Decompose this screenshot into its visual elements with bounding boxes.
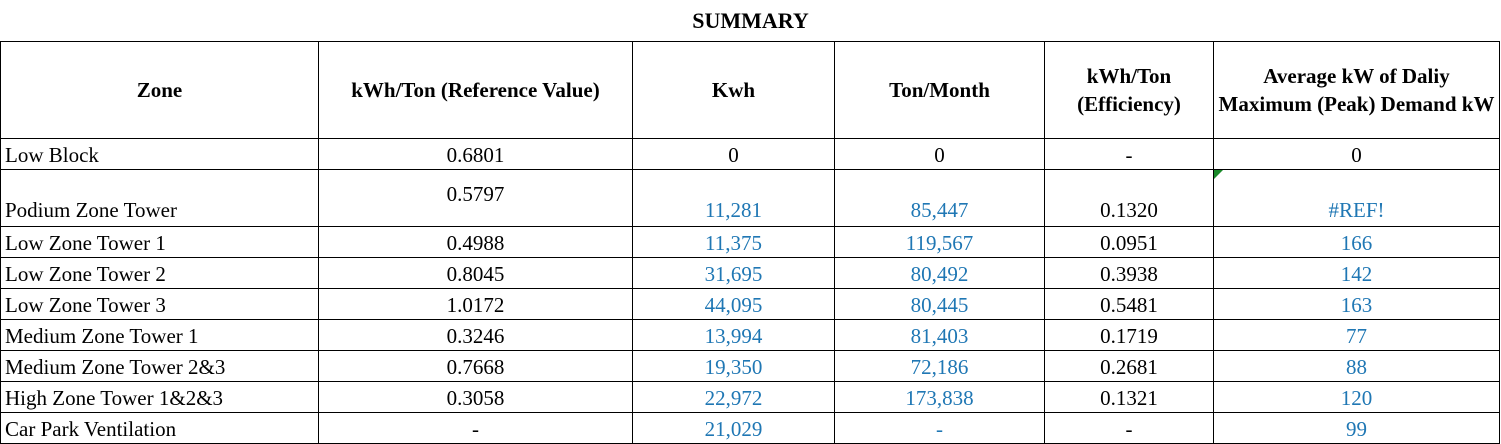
zone-cell[interactable]: Low Block — [0, 138, 319, 170]
table-row: High Zone Tower 1&2&3 0.3058 22,972 173,… — [0, 381, 1500, 413]
efficiency-cell[interactable]: - — [1044, 412, 1214, 444]
reference-value-cell[interactable]: 0.7668 — [318, 350, 633, 382]
zone-cell[interactable]: Podium Zone Tower — [0, 169, 319, 227]
zone-cell[interactable]: Medium Zone Tower 1 — [0, 319, 319, 351]
reference-value-cell[interactable]: 0.3246 — [318, 319, 633, 351]
summary-table: Zone kWh/Ton (Reference Value) Kwh Ton/M… — [0, 41, 1500, 444]
header-efficiency[interactable]: kWh/Ton (Efficiency) — [1044, 41, 1214, 139]
efficiency-cell[interactable]: 0.1320 — [1044, 169, 1214, 227]
efficiency-cell[interactable]: 0.1719 — [1044, 319, 1214, 351]
kwh-cell[interactable]: 11,281 — [632, 169, 835, 227]
ton-month-cell[interactable]: 80,492 — [834, 257, 1045, 289]
kwh-cell[interactable]: 19,350 — [632, 350, 835, 382]
header-ton-month[interactable]: Ton/Month — [834, 41, 1045, 139]
zone-cell[interactable]: High Zone Tower 1&2&3 — [0, 381, 319, 413]
reference-value-cell[interactable]: 1.0172 — [318, 288, 633, 320]
header-zone[interactable]: Zone — [0, 41, 319, 139]
ton-month-cell[interactable]: 72,186 — [834, 350, 1045, 382]
table-row: Low Zone Tower 1 0.4988 11,375 119,567 0… — [0, 226, 1500, 258]
ton-month-cell[interactable]: 81,403 — [834, 319, 1045, 351]
average-peak-cell[interactable]: 99 — [1213, 412, 1500, 444]
header-reference-value[interactable]: kWh/Ton (Reference Value) — [318, 41, 633, 139]
comment-marker-icon — [1214, 170, 1223, 179]
table-row: Podium Zone Tower 0.5797 11,281 85,447 0… — [0, 169, 1500, 227]
average-peak-cell[interactable]: 0 — [1213, 138, 1500, 170]
zone-cell[interactable]: Low Zone Tower 2 — [0, 257, 319, 289]
kwh-cell[interactable]: 13,994 — [632, 319, 835, 351]
efficiency-cell[interactable]: 0.1321 — [1044, 381, 1214, 413]
kwh-cell[interactable]: 44,095 — [632, 288, 835, 320]
reference-value-cell[interactable]: 0.6801 — [318, 138, 633, 170]
kwh-cell[interactable]: 21,029 — [632, 412, 835, 444]
zone-cell[interactable]: Low Zone Tower 1 — [0, 226, 319, 258]
efficiency-cell[interactable]: 0.3938 — [1044, 257, 1214, 289]
average-peak-value: #REF! — [1328, 198, 1385, 222]
header-average-peak-demand[interactable]: Average kW of Daliy Maximum (Peak) Deman… — [1213, 41, 1500, 139]
kwh-cell[interactable]: 11,375 — [632, 226, 835, 258]
reference-value-cell[interactable]: - — [318, 412, 633, 444]
efficiency-cell[interactable]: 0.2681 — [1044, 350, 1214, 382]
ton-month-cell[interactable]: 0 — [834, 138, 1045, 170]
summary-title: SUMMARY — [692, 8, 809, 33]
reference-value-cell[interactable]: 0.5797 — [318, 169, 633, 227]
ton-month-cell[interactable]: 80,445 — [834, 288, 1045, 320]
kwh-cell[interactable]: 31,695 — [632, 257, 835, 289]
efficiency-cell[interactable]: - — [1044, 138, 1214, 170]
zone-cell[interactable]: Low Zone Tower 3 — [0, 288, 319, 320]
table-row: Low Block 0.6801 0 0 - 0 — [0, 138, 1500, 170]
reference-value-cell[interactable]: 0.4988 — [318, 226, 633, 258]
ton-month-cell[interactable]: 119,567 — [834, 226, 1045, 258]
average-peak-cell[interactable]: 88 — [1213, 350, 1500, 382]
ton-month-cell[interactable]: 85,447 — [834, 169, 1045, 227]
average-peak-cell[interactable]: 120 — [1213, 381, 1500, 413]
header-row: Zone kWh/Ton (Reference Value) Kwh Ton/M… — [0, 41, 1500, 139]
kwh-cell[interactable]: 22,972 — [632, 381, 835, 413]
table-row: Medium Zone Tower 1 0.3246 13,994 81,403… — [0, 319, 1500, 351]
average-peak-cell[interactable]: #REF! — [1213, 169, 1500, 227]
reference-value-cell[interactable]: 0.3058 — [318, 381, 633, 413]
ton-month-cell[interactable]: 173,838 — [834, 381, 1045, 413]
ton-month-cell[interactable]: - — [834, 412, 1045, 444]
average-peak-cell[interactable]: 77 — [1213, 319, 1500, 351]
zone-cell[interactable]: Car Park Ventilation — [0, 412, 319, 444]
zone-cell[interactable]: Medium Zone Tower 2&3 — [0, 350, 319, 382]
kwh-cell[interactable]: 0 — [632, 138, 835, 170]
header-kwh[interactable]: Kwh — [632, 41, 835, 139]
table-row: Low Zone Tower 3 1.0172 44,095 80,445 0.… — [0, 288, 1500, 320]
average-peak-cell[interactable]: 163 — [1213, 288, 1500, 320]
average-peak-cell[interactable]: 142 — [1213, 257, 1500, 289]
average-peak-cell[interactable]: 166 — [1213, 226, 1500, 258]
efficiency-cell[interactable]: 0.0951 — [1044, 226, 1214, 258]
table-row: Low Zone Tower 2 0.8045 31,695 80,492 0.… — [0, 257, 1500, 289]
reference-value-cell[interactable]: 0.8045 — [318, 257, 633, 289]
table-row: Car Park Ventilation - 21,029 - - 99 — [0, 412, 1500, 444]
table-row: Medium Zone Tower 2&3 0.7668 19,350 72,1… — [0, 350, 1500, 382]
efficiency-cell[interactable]: 0.5481 — [1044, 288, 1214, 320]
